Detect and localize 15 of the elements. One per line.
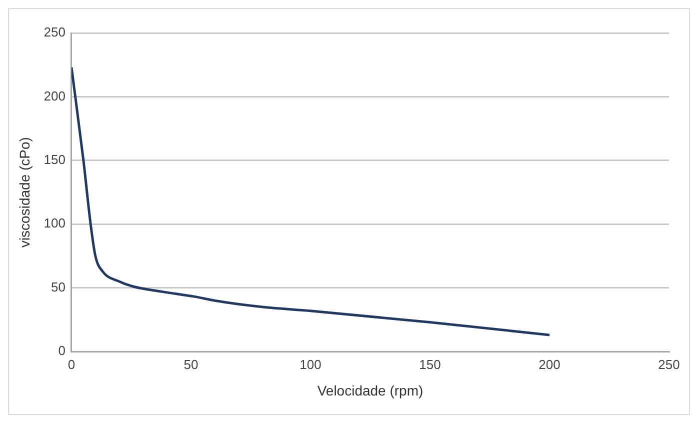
y-tick-label: 0 <box>58 343 66 358</box>
x-tick-label: 50 <box>184 356 198 372</box>
y-tick-label: 100 <box>44 216 66 231</box>
x-axis-title: Velocidade (rpm) <box>317 382 424 398</box>
y-tick-label: 200 <box>44 88 66 104</box>
y-tick-label: 250 <box>44 24 66 40</box>
y-tick-label: 50 <box>51 279 66 294</box>
line-series <box>71 66 551 336</box>
x-tick-label: 200 <box>538 356 560 372</box>
x-tick-label: 100 <box>300 356 322 372</box>
y-tick-label: 150 <box>44 152 66 168</box>
x-tick-label: 150 <box>419 356 441 372</box>
x-tick-label: 0 <box>68 356 76 372</box>
y-axis-title: viscosidade (cPo) <box>16 137 32 248</box>
x-tick-label: 250 <box>658 356 680 372</box>
